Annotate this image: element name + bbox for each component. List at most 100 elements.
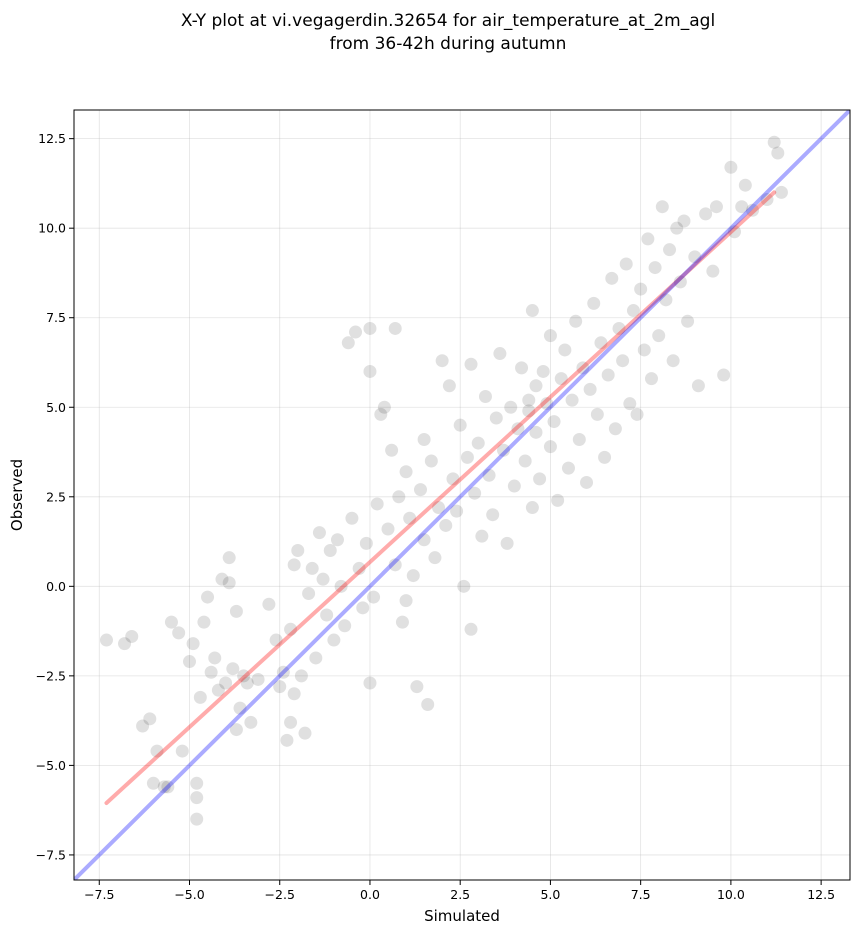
data-point [428, 551, 442, 565]
data-point [540, 397, 554, 411]
data-point [471, 436, 485, 450]
data-point [204, 665, 218, 679]
x-tick-label: 12.5 [807, 887, 835, 902]
data-point [395, 615, 409, 629]
data-point [345, 511, 359, 525]
data-point [648, 261, 662, 275]
data-point [143, 712, 157, 726]
plot-frame [73, 109, 851, 881]
data-point [493, 347, 507, 361]
data-point [767, 135, 781, 149]
data-point [529, 379, 543, 393]
data-point [623, 397, 637, 411]
data-point [608, 422, 622, 436]
data-point [215, 572, 229, 586]
data-point [161, 780, 175, 794]
data-point [320, 608, 334, 622]
data-point [561, 461, 575, 475]
grid-lines [74, 110, 850, 880]
data-point [388, 558, 402, 572]
data-point [388, 321, 402, 335]
data-point [125, 629, 139, 643]
data-point [182, 655, 196, 669]
data-point [529, 425, 543, 439]
data-point [468, 486, 482, 500]
x-axis-label: Simulated [424, 907, 500, 925]
data-point [262, 597, 276, 611]
data-point [543, 329, 557, 343]
data-point [287, 558, 301, 572]
x-tick-label: 7.5 [631, 887, 651, 902]
regression-line [104, 190, 777, 805]
data-point [774, 185, 788, 199]
data-point [229, 604, 243, 618]
y-tick-label: −2.5 [36, 668, 66, 683]
data-point [417, 533, 431, 547]
data-point [280, 733, 294, 747]
data-point [634, 282, 648, 296]
identity-line [74, 110, 850, 880]
data-point [244, 715, 258, 729]
data-point [99, 633, 113, 647]
data-point [522, 404, 536, 418]
data-point [229, 723, 243, 737]
data-point [525, 501, 539, 515]
data-point [157, 780, 171, 794]
data-point [536, 364, 550, 378]
data-point [146, 776, 160, 790]
data-point [222, 576, 236, 590]
data-point [439, 518, 453, 532]
data-point [374, 407, 388, 421]
data-point [352, 561, 366, 575]
data-point [118, 637, 132, 651]
data-point [771, 146, 785, 160]
data-point [327, 633, 341, 647]
data-point [233, 701, 247, 715]
data-point [475, 529, 489, 543]
data-point [515, 361, 529, 375]
data-point [583, 382, 597, 396]
data-point [190, 812, 204, 826]
data-point [219, 676, 233, 690]
fit-lines [74, 110, 850, 880]
data-point [594, 336, 608, 350]
data-point [421, 698, 435, 712]
data-point [457, 579, 471, 593]
data-point [497, 443, 511, 457]
data-point [446, 472, 460, 486]
y-tick-label: −7.5 [36, 847, 66, 862]
data-point [273, 680, 287, 694]
data-point [284, 622, 298, 636]
data-point [691, 379, 705, 393]
data-point [392, 490, 406, 504]
data-point [460, 450, 474, 464]
x-tick-label: 2.5 [450, 887, 470, 902]
data-point [706, 264, 720, 278]
data-point [612, 321, 626, 335]
data-point [294, 669, 308, 683]
x-tick-label: 10.0 [717, 887, 745, 902]
data-point [565, 393, 579, 407]
data-point [237, 669, 251, 683]
data-point [670, 221, 684, 235]
x-tick-label: 0.0 [360, 887, 380, 902]
data-point [590, 407, 604, 421]
data-point [211, 683, 225, 697]
data-point [309, 651, 323, 665]
x-tick-label: −5.0 [174, 887, 204, 902]
data-point [652, 329, 666, 343]
data-point [201, 590, 215, 604]
data-point [197, 615, 211, 629]
scatter-points [99, 135, 788, 826]
data-point [323, 544, 337, 558]
data-point [728, 225, 742, 239]
data-point [193, 690, 207, 704]
data-point [417, 432, 431, 446]
chart-title-line-2: from 36-42h during autumn [330, 34, 567, 54]
data-point [547, 415, 561, 429]
data-point [489, 411, 503, 425]
data-point [381, 522, 395, 536]
data-point [522, 393, 536, 407]
data-point [464, 622, 478, 636]
